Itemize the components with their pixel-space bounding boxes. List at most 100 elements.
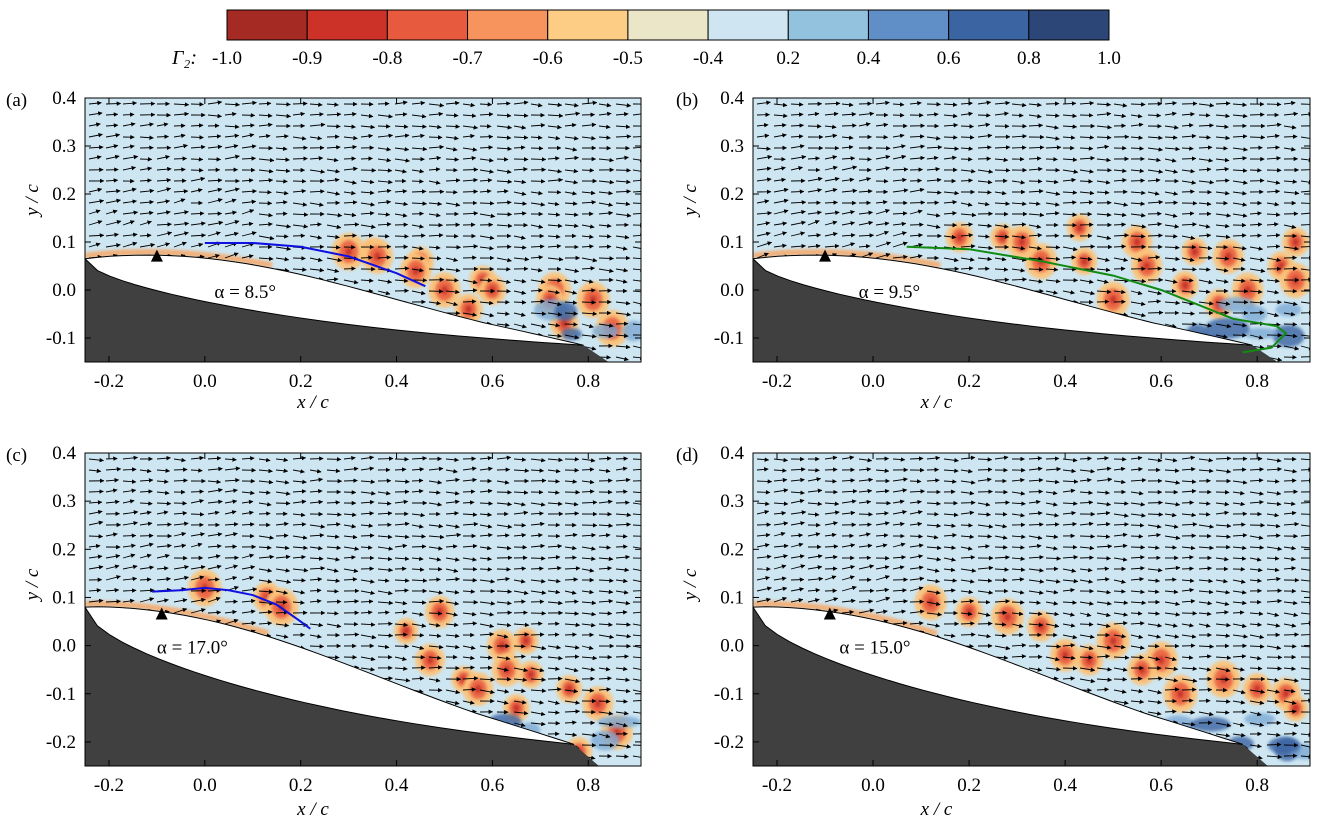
velocity-vector (360, 255, 373, 260)
velocity-vector (190, 211, 205, 216)
velocity-vector (581, 200, 597, 205)
velocity-vector (632, 312, 641, 314)
vortex-blob (331, 232, 366, 271)
y-axis-label: y / c (680, 568, 701, 602)
velocity-vector (394, 112, 408, 117)
velocity-vector (547, 212, 561, 217)
y-axis-label: y / c (22, 568, 43, 602)
panel-c: α = 17.0° (c) -0.2 0.0 0.2 0.4 0.6 0.8 0.4 0.3 0.2… (6, 443, 642, 820)
y-tick-label: -0.2 (714, 732, 744, 753)
velocity-vector (122, 210, 139, 215)
velocity-vector (513, 300, 527, 305)
velocity-vector (479, 178, 493, 183)
velocity-vector (462, 489, 476, 494)
velocity-vector (190, 512, 205, 517)
velocity-vector (173, 198, 186, 204)
velocity-vector (428, 167, 441, 172)
velocity-vector (960, 632, 976, 637)
velocity-vector (1079, 135, 1095, 140)
velocity-vector (581, 190, 596, 196)
velocity-vector (377, 168, 393, 173)
velocity-vector (309, 235, 323, 240)
velocity-vector (258, 113, 273, 118)
vortex-blob (1127, 654, 1157, 686)
velocity-vector (309, 267, 325, 273)
plot-area (85, 453, 641, 766)
velocity-vector (496, 189, 509, 194)
colorbar-tick-label: -1.0 (212, 48, 242, 69)
colorbar-tick-label: -0.9 (292, 48, 322, 69)
velocity-vector (122, 144, 135, 149)
velocity-vector (377, 255, 392, 260)
velocity-vector (173, 231, 189, 237)
velocity-vector (156, 242, 171, 248)
velocity-vector (411, 201, 428, 206)
blob-core (436, 607, 444, 617)
velocity-vector (1079, 534, 1096, 539)
velocity-vector (411, 233, 426, 238)
velocity-vector (428, 144, 445, 150)
velocity-vector (88, 220, 103, 226)
x-tick-label: 0.2 (289, 775, 313, 796)
velocity-vector (394, 189, 408, 194)
velocity-vector (1045, 245, 1061, 250)
blob-core (999, 232, 1007, 242)
colorbar-tick-label: 0.2 (776, 48, 800, 69)
blob-blue (1218, 297, 1256, 312)
velocity-vector (275, 146, 288, 151)
velocity-vector (598, 102, 612, 108)
velocity-vector (564, 599, 579, 604)
colorbar-segment (226, 9, 308, 41)
velocity-vector (1028, 522, 1044, 527)
x-tick-label: 0.2 (957, 775, 981, 796)
plot-area (753, 98, 1310, 362)
velocity-vector (598, 157, 614, 163)
velocity-vector (547, 156, 560, 161)
velocity-vector (411, 100, 426, 106)
velocity-vector (326, 234, 340, 240)
velocity-vector (1045, 456, 1060, 461)
velocity-vector (445, 135, 459, 141)
velocity-vector (343, 135, 358, 141)
velocity-vector (598, 210, 614, 216)
velocity-vector (462, 665, 475, 670)
velocity-vector (496, 169, 512, 174)
colorbar: -1.0 -0.9 -0.8 -0.7 -0.6 -0.5 -0.4 0.2 0.4 0.6 0.8… (212, 9, 1121, 69)
velocity-vector (1198, 113, 1211, 118)
velocity-vector (105, 101, 122, 106)
velocity-vector (292, 224, 309, 229)
colorbar-segment (867, 9, 950, 41)
velocity-vector (275, 224, 292, 229)
velocity-vector (292, 136, 307, 141)
velocity-vector (1011, 600, 1025, 605)
x-tick-label: 0.6 (481, 371, 505, 392)
velocity-vector (156, 522, 172, 527)
velocity-vector (598, 256, 615, 261)
velocity-vector (858, 522, 872, 527)
velocity-vector (581, 257, 598, 263)
velocity-vector (1079, 244, 1096, 249)
velocity-vector (292, 101, 308, 106)
velocity-vector (428, 212, 441, 218)
blob-core (345, 247, 353, 257)
velocity-vector (88, 242, 101, 248)
velocity-vector (394, 133, 410, 138)
velocity-vector (326, 213, 343, 218)
velocity-vector (224, 144, 239, 149)
vortex-blob (1212, 239, 1244, 274)
velocity-vector (1181, 500, 1195, 505)
velocity-vector (207, 231, 221, 237)
velocity-vector (105, 154, 120, 160)
velocity-vector (547, 177, 564, 183)
velocity-vector (326, 157, 339, 163)
velocity-vector (377, 133, 394, 138)
velocity-vector (105, 144, 119, 149)
velocity-vector (190, 188, 203, 193)
velocity-vector (139, 220, 152, 226)
velocity-vector (428, 245, 441, 250)
velocity-vector (564, 555, 577, 560)
velocity-vector (1079, 555, 1094, 560)
y-tick-label: -0.1 (714, 328, 744, 349)
y-tick-label: 0.0 (720, 636, 744, 657)
velocity-vector (394, 234, 409, 239)
